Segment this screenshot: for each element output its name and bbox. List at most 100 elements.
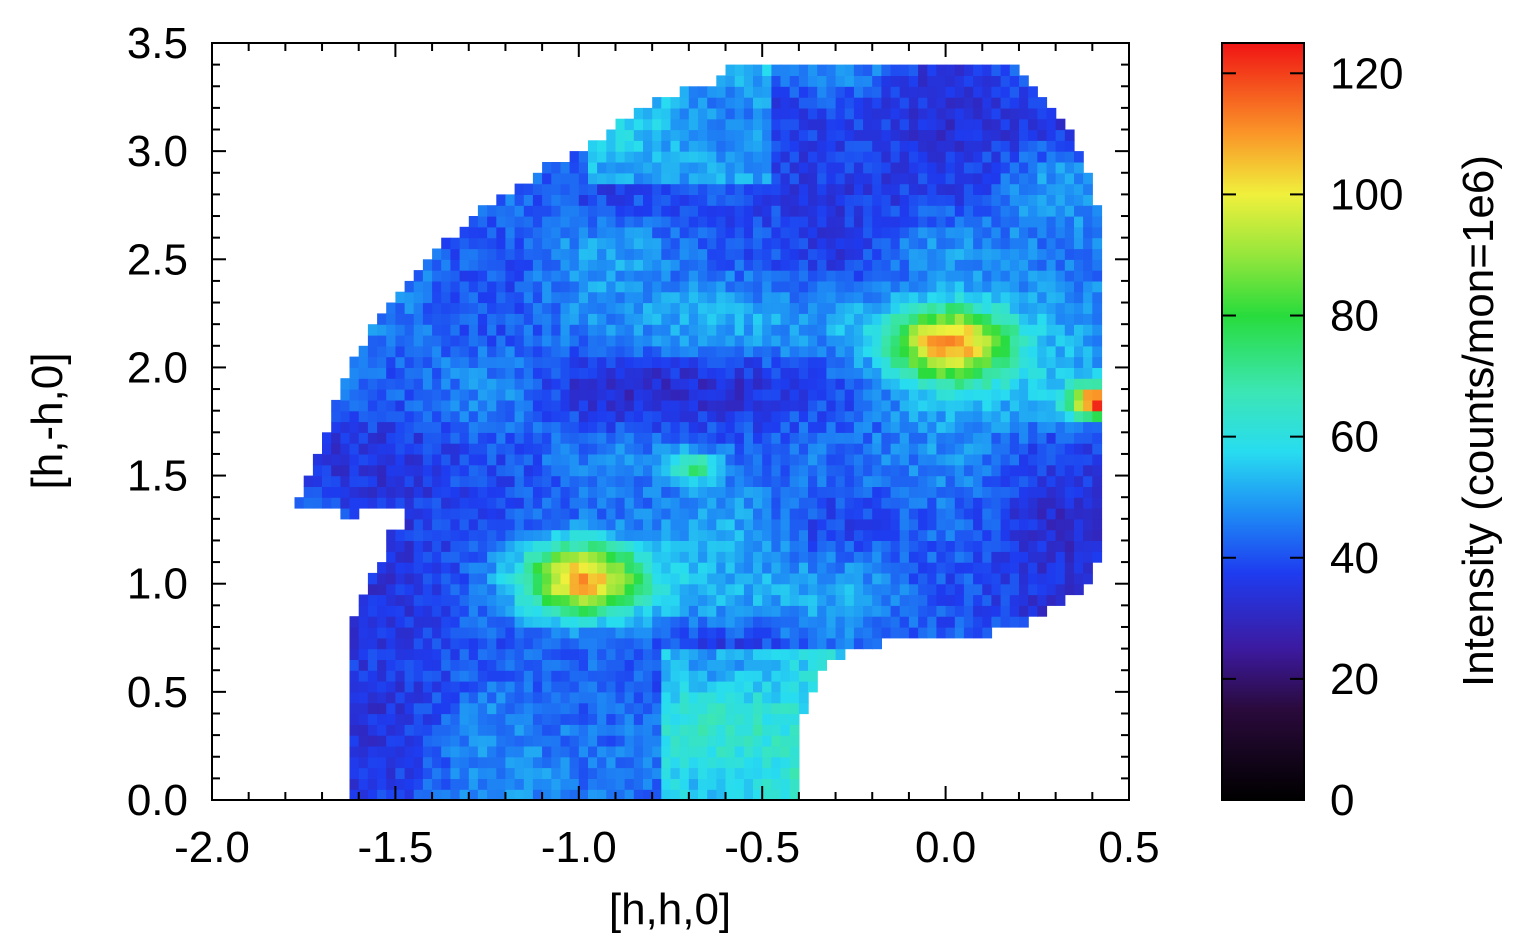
heatmap-cell — [597, 497, 607, 509]
heatmap-cell — [991, 280, 1002, 293]
heatmap-cell — [441, 605, 451, 617]
heatmap-cell — [954, 291, 965, 304]
heatmap-cell — [624, 616, 635, 628]
heatmap-cell — [1000, 594, 1011, 606]
heatmap-cell — [514, 562, 525, 574]
heatmap-cell — [991, 194, 1002, 206]
heatmap-cell — [404, 356, 415, 368]
heatmap-cell — [918, 453, 928, 466]
heatmap-cell — [1009, 183, 1020, 195]
heatmap-cell — [808, 324, 818, 336]
heatmap-cell — [1092, 237, 1103, 250]
heatmap-cell — [404, 756, 415, 769]
heatmap-cell — [523, 443, 534, 455]
heatmap-cell — [973, 324, 983, 336]
heatmap-cell — [881, 280, 892, 293]
heatmap-cell — [698, 345, 708, 358]
heatmap-cell — [945, 324, 956, 336]
heatmap-cell — [982, 432, 993, 444]
heatmap-cell — [753, 86, 763, 98]
heatmap-cell — [505, 335, 516, 347]
heatmap-cell — [670, 97, 681, 109]
heatmap-cell — [762, 356, 772, 368]
heatmap-cell — [661, 216, 672, 228]
heatmap-cell — [973, 464, 983, 477]
heatmap-cell — [1046, 529, 1057, 541]
heatmap-cell — [863, 399, 873, 412]
heatmap-cell — [459, 627, 470, 639]
heatmap-cell — [633, 745, 644, 758]
heatmap-cell — [487, 540, 497, 552]
heatmap-cell — [569, 259, 580, 271]
heatmap-cell — [578, 367, 589, 379]
heatmap-cell — [753, 280, 763, 293]
heatmap-cell — [477, 226, 488, 239]
heatmap-cell — [551, 324, 562, 336]
heatmap-cell — [487, 432, 497, 444]
heatmap-cell — [514, 216, 525, 228]
heatmap-cell — [954, 432, 965, 444]
heatmap-cell — [606, 324, 617, 336]
heatmap-cell — [432, 367, 442, 379]
heatmap-cell — [762, 345, 772, 358]
heatmap-cell — [945, 594, 956, 606]
heatmap-cell — [633, 540, 644, 552]
heatmap-cell — [771, 324, 782, 336]
heatmap-cell — [505, 205, 516, 217]
heatmap-cell — [1000, 270, 1011, 282]
heatmap-cell — [514, 378, 525, 390]
heatmap-cell — [918, 313, 928, 325]
heatmap-cell — [1092, 291, 1103, 304]
heatmap-cell — [762, 540, 772, 552]
heatmap-cell — [1055, 421, 1066, 433]
heatmap-cell — [991, 270, 1002, 282]
heatmap-cell — [487, 259, 497, 271]
heatmap-cell — [954, 497, 965, 509]
heatmap-cell — [441, 627, 451, 639]
heatmap-cell — [661, 248, 672, 260]
heatmap-cell — [1019, 421, 1029, 433]
heatmap-cell — [377, 767, 387, 779]
heatmap-cell — [734, 302, 745, 314]
heatmap-cell — [762, 86, 772, 98]
heatmap-cell — [963, 583, 974, 596]
heatmap-cell — [798, 324, 809, 336]
heatmap-cell — [1037, 237, 1048, 250]
heatmap-cell — [762, 637, 772, 650]
heatmap-cell — [872, 497, 882, 509]
heatmap-cell — [652, 432, 662, 444]
heatmap-cell — [560, 659, 571, 671]
heatmap-cell — [615, 551, 626, 563]
heatmap-cell — [725, 648, 736, 660]
heatmap-cell — [908, 118, 919, 131]
heatmap-cell — [1064, 453, 1075, 466]
heatmap-cell — [853, 432, 864, 444]
heatmap-cell — [918, 205, 928, 217]
heatmap-cell — [771, 713, 782, 725]
heatmap-cell — [597, 151, 607, 163]
heatmap-cell — [927, 378, 938, 390]
heatmap-cell — [908, 389, 919, 401]
heatmap-cell — [395, 724, 406, 736]
heatmap-cell — [532, 735, 543, 747]
heatmap-cell — [1000, 345, 1011, 358]
heatmap-cell — [395, 789, 406, 801]
heatmap-cell — [771, 280, 782, 293]
heatmap-cell — [496, 745, 507, 758]
heatmap-cell — [753, 562, 763, 574]
heatmap-cell — [1092, 216, 1103, 228]
heatmap-cell — [505, 518, 516, 531]
heatmap-cell — [808, 659, 818, 671]
heatmap-cell — [633, 627, 644, 639]
heatmap-cell — [679, 226, 690, 239]
heatmap-cell — [551, 248, 562, 260]
heatmap-cell — [963, 464, 974, 477]
heatmap-cell — [963, 151, 974, 163]
heatmap-cell — [569, 302, 580, 314]
heatmap-cell — [789, 475, 800, 487]
heatmap-cell — [780, 237, 791, 250]
heatmap-cell — [404, 313, 415, 325]
heatmap-cell — [367, 691, 378, 704]
heatmap-cell — [716, 497, 727, 509]
heatmap-cell — [753, 421, 763, 433]
